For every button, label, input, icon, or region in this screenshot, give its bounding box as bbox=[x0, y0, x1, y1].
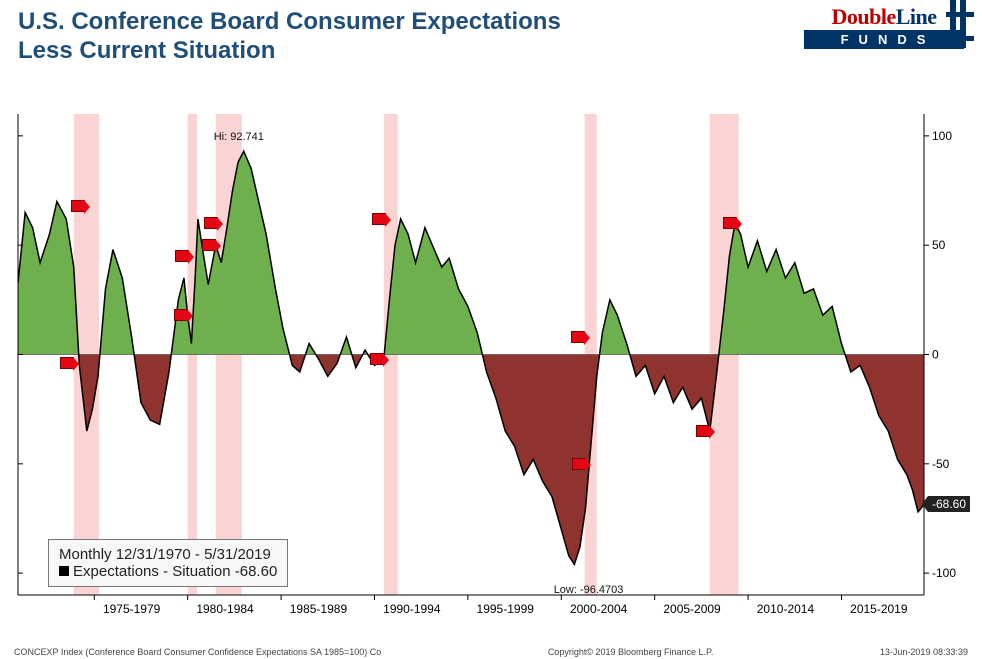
svg-text:0: 0 bbox=[932, 348, 939, 362]
last-value-flag: -68.60 bbox=[928, 496, 970, 512]
recession-flag-icon bbox=[370, 353, 384, 365]
recession-flag-icon bbox=[372, 213, 386, 225]
logo-hbar-icon bbox=[946, 36, 974, 41]
page-title: U.S. Conference Board Consumer Expectati… bbox=[18, 8, 561, 66]
legend-marker-icon bbox=[59, 566, 69, 576]
footer-mid: Copyright© 2019 Bloomberg Finance L.P. bbox=[548, 647, 714, 657]
title-line-2: Less Current Situation bbox=[18, 37, 561, 66]
footer-right: 13-Jun-2019 08:33:39 bbox=[880, 647, 968, 657]
recession-flag-icon bbox=[174, 309, 188, 321]
title-line-1: U.S. Conference Board Consumer Expectati… bbox=[18, 8, 561, 37]
svg-text:100: 100 bbox=[932, 129, 952, 143]
recession-flag-icon bbox=[204, 217, 218, 229]
logo-sub: FUNDS bbox=[804, 30, 964, 49]
svg-text:1985-1989: 1985-1989 bbox=[290, 602, 348, 616]
svg-text:2010-2014: 2010-2014 bbox=[757, 602, 815, 616]
legend-line-1: Monthly 12/31/1970 - 5/31/2019 bbox=[59, 546, 277, 563]
logo: DoubleLine FUNDS bbox=[804, 4, 964, 49]
svg-text:2000-2004: 2000-2004 bbox=[570, 602, 628, 616]
logo-wordmark: DoubleLine bbox=[804, 4, 964, 30]
footer: CONCEXP Index (Conference Board Consumer… bbox=[14, 647, 968, 657]
svg-text:2005-2009: 2005-2009 bbox=[663, 602, 721, 616]
footer-left: CONCEXP Index (Conference Board Consumer… bbox=[14, 647, 381, 657]
logo-hbar-icon bbox=[946, 12, 974, 17]
svg-text:1990-1994: 1990-1994 bbox=[383, 602, 441, 616]
recession-flag-icon bbox=[571, 331, 585, 343]
svg-text:50: 50 bbox=[932, 238, 946, 252]
svg-text:1975-1979: 1975-1979 bbox=[103, 602, 161, 616]
recession-flag-icon bbox=[175, 250, 189, 262]
svg-text:1995-1999: 1995-1999 bbox=[477, 602, 535, 616]
svg-text:1980-1984: 1980-1984 bbox=[196, 602, 254, 616]
svg-text:-100: -100 bbox=[932, 566, 956, 580]
svg-text:-50: -50 bbox=[932, 457, 950, 471]
hi-label: Hi: 92.741 bbox=[214, 131, 264, 143]
legend-line-2: Expectations - Situation -68.60 bbox=[59, 563, 277, 580]
recession-flag-icon bbox=[71, 200, 85, 212]
legend-box: Monthly 12/31/1970 - 5/31/2019 Expectati… bbox=[48, 539, 288, 587]
recession-flag-icon bbox=[60, 357, 74, 369]
recession-flag-icon bbox=[572, 458, 586, 470]
lo-label: Low: -96.4703 bbox=[554, 584, 624, 596]
recession-flag-icon bbox=[723, 217, 737, 229]
recession-flag-icon bbox=[696, 425, 710, 437]
recession-flag-icon bbox=[202, 239, 216, 251]
svg-text:2015-2019: 2015-2019 bbox=[850, 602, 908, 616]
